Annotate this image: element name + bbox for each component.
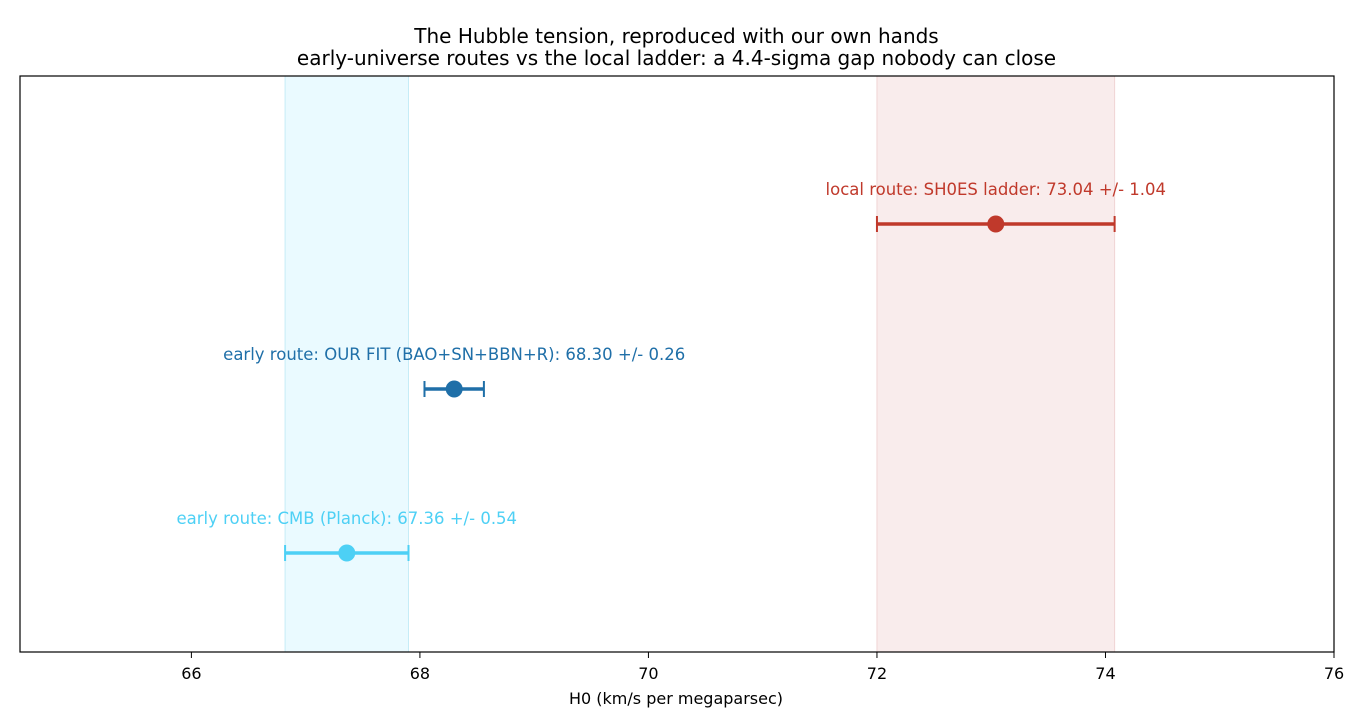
x-axis-ticks: 66 68 70 72 74 76 (181, 652, 1344, 683)
series-2: early route: CMB (Planck): 67.36 +/- 0.5… (176, 509, 517, 562)
data-label-1: early route: OUR FIT (BAO+SN+BBN+R): 68.… (223, 345, 685, 364)
measurement-series: local route: SH0ES ladder: 73.04 +/- 1.0… (176, 180, 1166, 562)
data-label-0: local route: SH0ES ladder: 73.04 +/- 1.0… (826, 180, 1167, 199)
data-point-1 (445, 380, 463, 398)
data-point-2 (338, 544, 356, 562)
uncertainty-band-2 (284, 75, 409, 653)
plot-frame (19, 75, 1335, 653)
uncertainty-band-0 (876, 75, 1116, 653)
series-1: early route: OUR FIT (BAO+SN+BBN+R): 68.… (223, 345, 685, 398)
series-0: local route: SH0ES ladder: 73.04 +/- 1.0… (826, 180, 1167, 233)
x-axis-label: H0 (km/s per megaparsec) (569, 689, 783, 708)
uncertainty-bands (284, 75, 1116, 653)
x-tick-label-72: 72 (867, 664, 887, 683)
data-point-0 (987, 215, 1005, 233)
x-tick-label-76: 76 (1324, 664, 1344, 683)
x-tick-label-74: 74 (1095, 664, 1115, 683)
x-tick-label-66: 66 (181, 664, 201, 683)
x-tick-label-68: 68 (410, 664, 430, 683)
chart-subtitle: early-universe routes vs the local ladde… (296, 46, 1057, 70)
x-tick-label-70: 70 (638, 664, 658, 683)
chart-title: The Hubble tension, reproduced with our … (414, 24, 939, 48)
data-label-2: early route: CMB (Planck): 67.36 +/- 0.5… (176, 509, 517, 528)
